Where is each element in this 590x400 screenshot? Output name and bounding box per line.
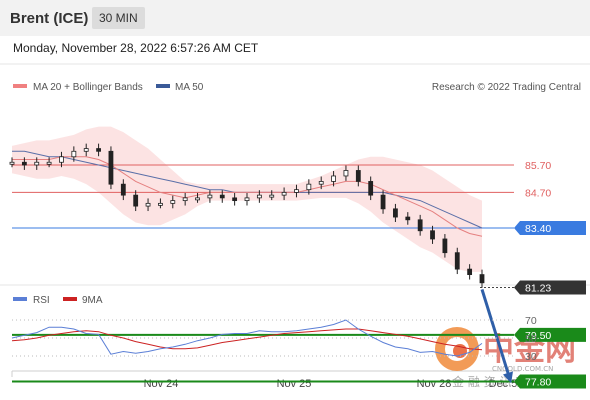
price-candle bbox=[59, 156, 64, 163]
rsi-legend-swatch bbox=[13, 297, 27, 301]
ma9-legend-label: 9MA bbox=[82, 295, 103, 306]
ma50-legend-swatch bbox=[156, 84, 170, 88]
price-candle bbox=[380, 194, 386, 210]
price-candle bbox=[108, 150, 114, 185]
x-tick-label: Nov 24 bbox=[144, 378, 179, 390]
price-candle bbox=[355, 170, 361, 182]
rsi-level-label: 30 bbox=[525, 351, 537, 363]
price-candle bbox=[343, 170, 349, 177]
price-candle bbox=[479, 274, 485, 284]
price-level-tag bbox=[514, 280, 586, 295]
rsi-legend-label: RSI bbox=[33, 295, 50, 306]
ma20-legend-label: MA 20 + Bollinger Bands bbox=[33, 82, 143, 93]
rsi-level-label: 50 bbox=[525, 333, 537, 345]
price-candle bbox=[294, 189, 299, 193]
price-candle bbox=[368, 181, 374, 196]
price-level-label: 83.40 bbox=[525, 223, 551, 235]
ma20-legend-swatch bbox=[13, 84, 27, 88]
price-level-label: 84.70 bbox=[525, 187, 551, 199]
price-candle bbox=[207, 194, 213, 199]
price-candle bbox=[318, 181, 324, 185]
price-candle bbox=[417, 219, 423, 232]
rsi-9ma-line bbox=[11, 328, 483, 351]
price-candle bbox=[219, 194, 225, 199]
price-candle bbox=[195, 197, 200, 201]
chart-datetime: Monday, November 28, 2022 6:57:26 AM CET bbox=[13, 41, 259, 55]
projection-arrow-head bbox=[502, 371, 513, 384]
price-level-label: 85.70 bbox=[525, 160, 551, 172]
price-candle bbox=[331, 175, 336, 182]
price-candle bbox=[182, 197, 188, 202]
rsi-line bbox=[11, 319, 483, 357]
price-candle bbox=[393, 208, 398, 218]
price-level-tag bbox=[514, 221, 586, 236]
price-candle bbox=[46, 161, 52, 165]
price-candle bbox=[21, 161, 27, 166]
price-level-label: 79.50 bbox=[525, 330, 551, 342]
price-candle bbox=[442, 238, 448, 254]
price-candle bbox=[96, 148, 101, 152]
price-level-tag bbox=[514, 327, 586, 342]
ma20-line bbox=[12, 156, 483, 237]
price-candle bbox=[244, 197, 250, 202]
price-candle bbox=[9, 161, 15, 165]
price-candle bbox=[269, 194, 275, 198]
price-candle bbox=[145, 202, 151, 207]
price-candle bbox=[232, 197, 238, 202]
watermark-site: CNGOLD.COM.CN bbox=[492, 365, 553, 373]
price-candle bbox=[170, 200, 176, 204]
price-candle bbox=[71, 150, 77, 158]
price-candle bbox=[306, 183, 312, 191]
price-candle bbox=[120, 183, 126, 196]
price-candle bbox=[281, 191, 287, 196]
price-level-label: 81.23 bbox=[525, 282, 551, 294]
credit-text: Research © 2022 Trading Central bbox=[432, 82, 581, 93]
price-candle bbox=[133, 194, 139, 207]
ma50-legend-label: MA 50 bbox=[175, 82, 204, 93]
price-candle bbox=[405, 216, 411, 221]
price-candle bbox=[467, 268, 473, 275]
chart-header: Brent (ICE) 30 MIN bbox=[0, 0, 590, 36]
price-candle bbox=[256, 194, 262, 199]
price-candle bbox=[158, 202, 163, 206]
ma9-legend-swatch bbox=[63, 297, 77, 301]
projection-arrow-line bbox=[480, 289, 512, 380]
price-candles bbox=[9, 143, 485, 288]
price-candle bbox=[83, 148, 89, 152]
price-candle bbox=[430, 230, 435, 240]
price-candle bbox=[34, 161, 40, 166]
timeframe-badge[interactable]: 30 MIN bbox=[92, 7, 145, 29]
x-tick-label: Nov 25 bbox=[277, 378, 312, 390]
x-tick-label: Nov 28 bbox=[417, 378, 452, 390]
price-level-tag bbox=[514, 374, 586, 389]
price-level-label: 77.80 bbox=[525, 376, 551, 388]
price-candle bbox=[454, 252, 460, 270]
rsi-level-label: 70 bbox=[525, 315, 537, 327]
instrument-title: Brent (ICE) bbox=[10, 10, 89, 27]
